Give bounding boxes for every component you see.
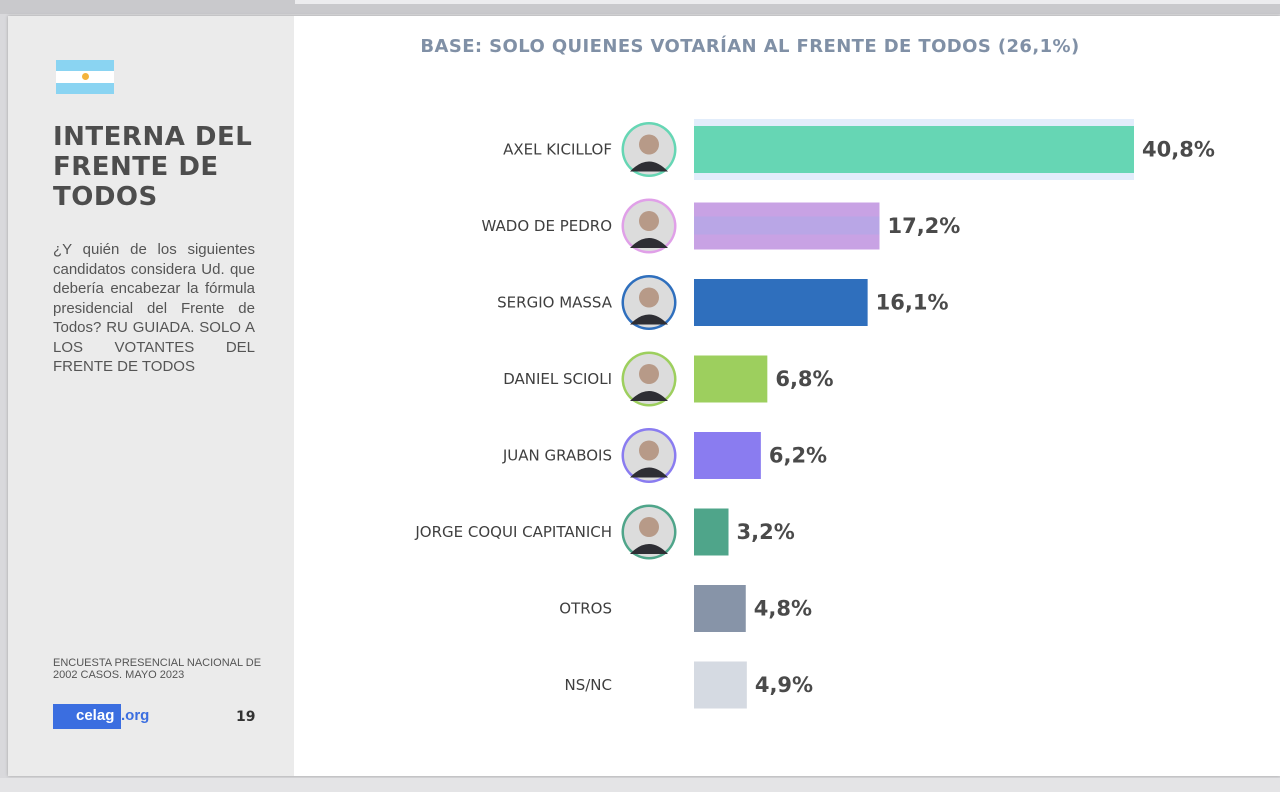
- category-label-daniel-scioli: DANIEL SCIOLI: [503, 370, 612, 388]
- bar-sergio-massa: [694, 279, 868, 326]
- avatar-head-daniel-scioli: [639, 364, 659, 384]
- bottom-strip: [0, 778, 1280, 792]
- avatar-body-axel-kicillof: [630, 161, 668, 172]
- value-label-jorge-coqui-capitanich: 3,2%: [737, 520, 795, 544]
- category-label-ns-nc: NS/NC: [565, 676, 613, 694]
- bar-otros: [694, 585, 746, 632]
- avatar-head-wado-de-pedro: [639, 211, 659, 231]
- category-label-jorge-coqui-capitanich: JORGE COQUI CAPITANICH: [414, 523, 612, 541]
- bar-axel-kicillof: [694, 126, 1134, 173]
- value-label-sergio-massa: 16,1%: [876, 291, 949, 315]
- survey-question: ¿Y quién de los siguientes candidatos co…: [53, 241, 255, 375]
- value-label-wado-de-pedro: 17,2%: [887, 214, 960, 238]
- logo-suffix-text: .org: [121, 707, 150, 724]
- category-label-otros: OTROS: [559, 600, 612, 618]
- value-label-daniel-scioli: 6,8%: [775, 367, 833, 391]
- category-label-wado-de-pedro: WADO DE PEDRO: [482, 217, 613, 235]
- avatar-body-sergio-massa: [630, 314, 668, 325]
- chart-title: BASE: SOLO QUIENES VOTARÍAN AL FRENTE DE…: [420, 36, 1080, 57]
- bar-band-wado-de-pedro: [694, 216, 880, 235]
- survey-footnote: ENCUESTA PRESENCIAL NACIONAL DE 2002 CAS…: [53, 657, 262, 681]
- value-label-axel-kicillof: 40,8%: [1142, 138, 1215, 162]
- top-strip: [0, 0, 1280, 14]
- avatar-head-jorge-coqui-capitanich: [639, 517, 659, 537]
- value-label-ns-nc: 4,9%: [755, 673, 813, 697]
- page-title: INTERNA DEL FRENTE DE TODOS: [53, 122, 253, 212]
- avatar-body-wado-de-pedro: [630, 238, 668, 248]
- celag-logo: celag .org: [53, 704, 153, 729]
- page-number: 19: [236, 709, 256, 725]
- avatar-head-sergio-massa: [639, 287, 659, 308]
- logo-main-text: celag: [76, 707, 115, 724]
- avatar-body-jorge-coqui-capitanich: [630, 544, 668, 554]
- argentina-flag-icon: [56, 60, 114, 94]
- category-label-sergio-massa: SERGIO MASSA: [497, 294, 613, 312]
- sidebar: INTERNA DEL FRENTE DE TODOS ¿Y quién de …: [8, 16, 294, 776]
- bar-daniel-scioli: [694, 355, 768, 403]
- sun-icon: [82, 73, 89, 81]
- value-label-otros: 4,8%: [754, 597, 812, 621]
- avatar-body-juan-grabois: [630, 467, 668, 478]
- bar-jorge-coqui-capitanich: [694, 508, 729, 556]
- category-label-axel-kicillof: AXEL KICILLOF: [503, 141, 612, 159]
- avatar-head-axel-kicillof: [639, 134, 659, 155]
- bar-ns-nc: [694, 661, 747, 709]
- avatar-head-juan-grabois: [639, 440, 659, 461]
- bar-juan-grabois: [694, 432, 761, 479]
- category-label-juan-grabois: JUAN GRABOIS: [502, 447, 612, 465]
- avatar-body-daniel-scioli: [630, 391, 668, 401]
- value-label-juan-grabois: 6,2%: [769, 444, 827, 468]
